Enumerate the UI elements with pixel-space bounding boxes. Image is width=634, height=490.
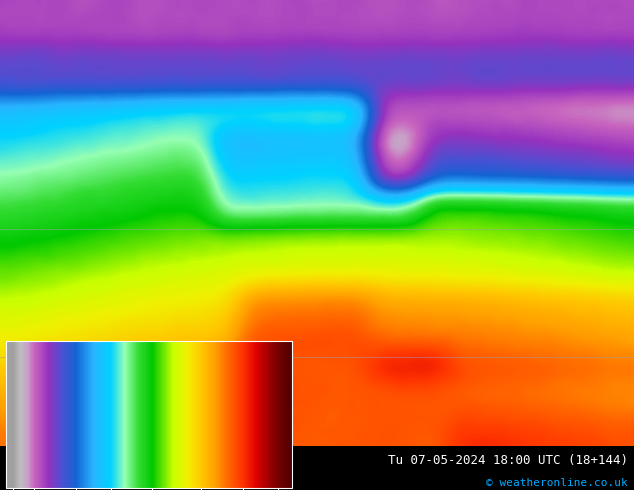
Text: Tu 07-05-2024 18:00 UTC (18+144): Tu 07-05-2024 18:00 UTC (18+144) xyxy=(387,454,628,467)
Text: © weatheronline.co.uk: © weatheronline.co.uk xyxy=(486,478,628,488)
Text: Temperature (2m) [°C] ECMWF: Temperature (2m) [°C] ECMWF xyxy=(6,454,209,467)
